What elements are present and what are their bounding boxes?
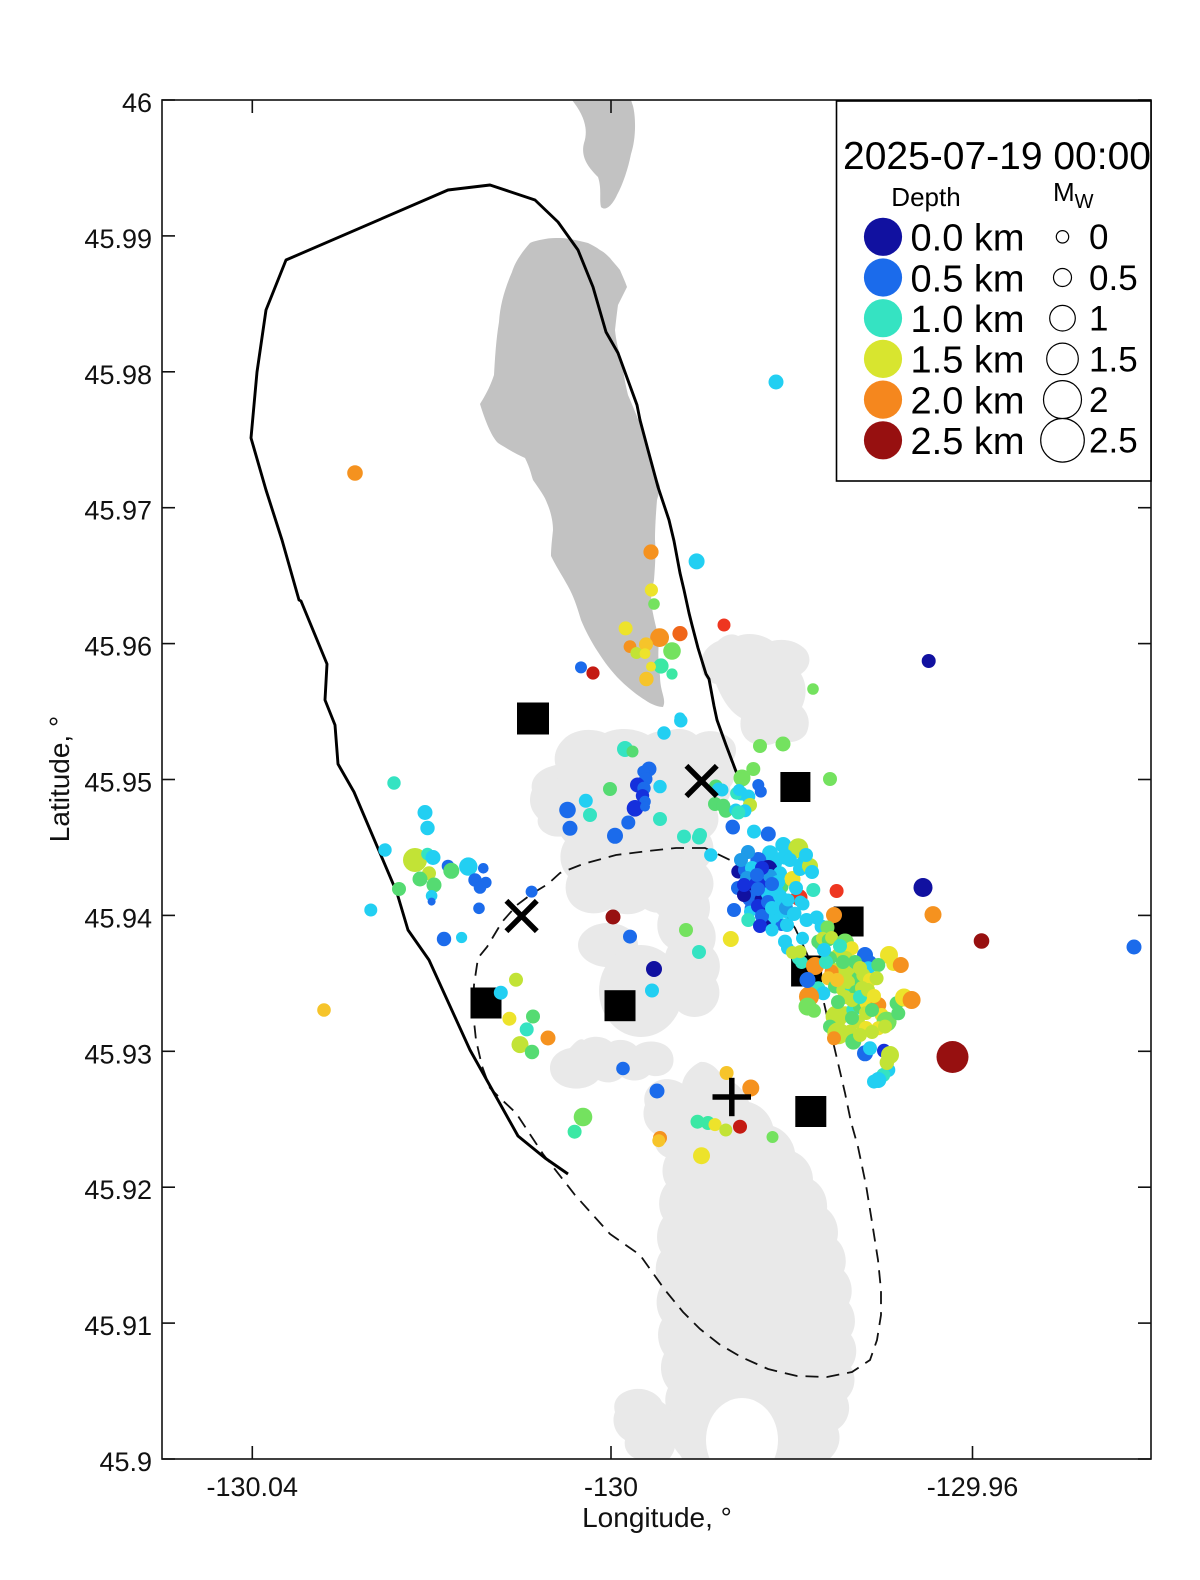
svg-text:2: 2 bbox=[1089, 381, 1108, 420]
svg-text:46: 46 bbox=[122, 88, 152, 118]
svg-text:1.5: 1.5 bbox=[1089, 340, 1138, 379]
svg-text:Latitude, °: Latitude, ° bbox=[44, 716, 75, 842]
svg-text:1.5 km: 1.5 km bbox=[911, 340, 1025, 382]
svg-text:Longitude, °: Longitude, ° bbox=[582, 1502, 732, 1533]
svg-text:0.5 km: 0.5 km bbox=[911, 258, 1025, 300]
svg-text:-130: -130 bbox=[584, 1472, 638, 1502]
svg-text:45.96: 45.96 bbox=[84, 632, 152, 662]
svg-text:45.95: 45.95 bbox=[84, 768, 152, 798]
svg-text:Depth: Depth bbox=[891, 182, 960, 212]
svg-text:45.92: 45.92 bbox=[84, 1175, 152, 1205]
svg-text:0.5: 0.5 bbox=[1089, 259, 1138, 298]
svg-text:45.91: 45.91 bbox=[84, 1311, 152, 1341]
svg-text:45.98: 45.98 bbox=[84, 360, 152, 390]
svg-text:2.5 km: 2.5 km bbox=[911, 421, 1025, 463]
svg-text:0: 0 bbox=[1089, 218, 1108, 257]
svg-text:2.0 km: 2.0 km bbox=[911, 380, 1025, 422]
svg-text:2025-07-19 00:00: 2025-07-19 00:00 bbox=[843, 135, 1151, 178]
svg-text:1: 1 bbox=[1089, 300, 1108, 339]
svg-text:45.93: 45.93 bbox=[84, 1039, 152, 1069]
svg-text:-130.04: -130.04 bbox=[207, 1472, 299, 1502]
svg-text:45.99: 45.99 bbox=[84, 224, 152, 254]
svg-text:0.0 km: 0.0 km bbox=[911, 218, 1025, 260]
svg-text:1.0 km: 1.0 km bbox=[911, 299, 1025, 341]
svg-text:45.97: 45.97 bbox=[84, 496, 152, 526]
svg-text:45.9: 45.9 bbox=[99, 1447, 152, 1477]
svg-text:-129.96: -129.96 bbox=[927, 1472, 1019, 1502]
svg-text:45.94: 45.94 bbox=[84, 903, 152, 933]
svg-text:2.5: 2.5 bbox=[1089, 422, 1138, 461]
